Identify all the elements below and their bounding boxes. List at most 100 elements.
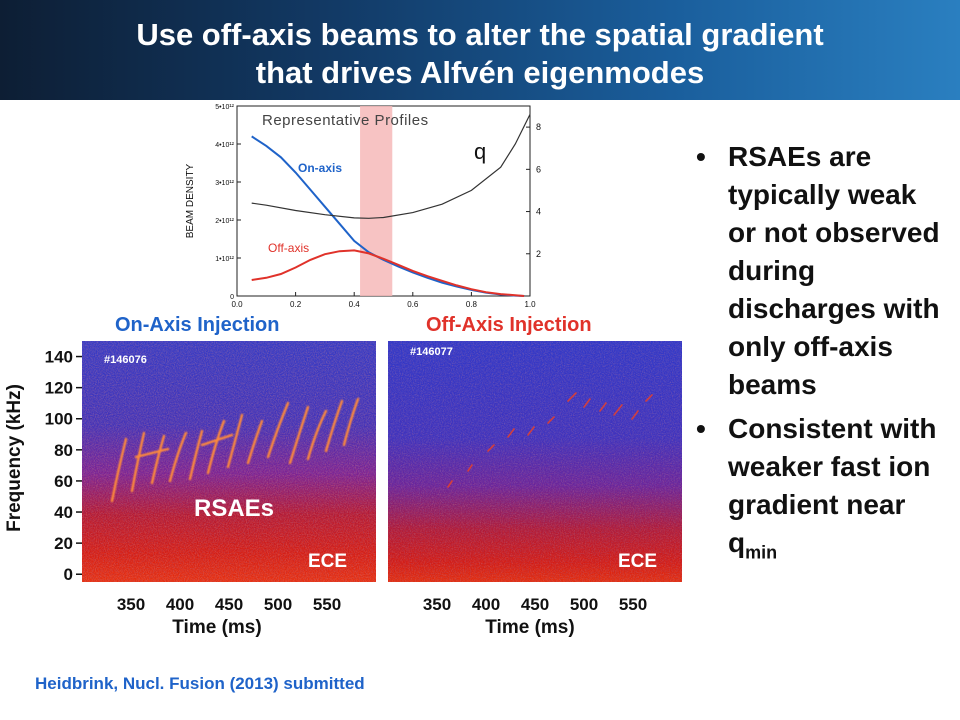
profile-x-tick-label: 0.4	[349, 300, 361, 309]
profile-chart: 0.0 0.2 0.4 0.6 0.8 1.0 0 1•10¹² 2•10¹² 3•10¹² 4•1…	[185, 104, 541, 309]
bullet-text-2: Consistent with weaker fast ion gradient…	[728, 413, 937, 558]
weak-mode-streak	[547, 416, 555, 424]
on-axis-shot-number: #146076	[104, 354, 147, 366]
on-axis-xlabel: Time (ms)	[172, 617, 261, 638]
weak-mode-streaks	[447, 392, 653, 488]
rsae-streak	[150, 434, 166, 485]
profile-x-tick-label: 0.0	[231, 300, 243, 309]
title-bar: Use off-axis beams to alter the spatial …	[0, 0, 960, 100]
rsae-streak	[226, 413, 244, 469]
off-axis-x-tick-label: 500	[570, 595, 598, 614]
weak-mode-streak	[447, 480, 453, 488]
rsae-streaks	[110, 397, 360, 503]
bullet-list: • RSAEs are typically weak or not observe…	[692, 138, 950, 578]
on-axis-y-tick-label: 40	[54, 503, 73, 522]
bullet-item-1: • RSAEs are typically weak or not observe…	[696, 141, 940, 400]
weak-mode-streak	[599, 402, 607, 412]
profile-y-tick-label: 1•10¹²	[215, 256, 234, 263]
bullet-text-1: RSAEs are typically weak or not observed…	[728, 141, 940, 400]
profile-x-tick-label: 0.8	[466, 300, 478, 309]
off-axis-injection-label: Off-Axis Injection	[426, 314, 592, 336]
profile-series-off-axis-line	[251, 249, 525, 297]
weak-mode-streak	[645, 394, 653, 402]
on-axis-x-tick-label: 500	[264, 595, 292, 614]
off-axis-x-tick-label: 450	[521, 595, 549, 614]
profile-y2-tick-label: 6	[536, 164, 541, 174]
rsae-streak	[168, 431, 188, 483]
weak-mode-streak	[527, 426, 535, 436]
rsae-streak	[130, 431, 146, 493]
q-label: q	[474, 139, 486, 164]
profile-y-tick-label: 2•10¹²	[215, 218, 234, 225]
on-axis-y-ticks: 0 20 40 60 80 100 120 140	[45, 348, 82, 584]
off-axis-xlabel: Time (ms)	[485, 617, 574, 638]
weak-mode-streak	[467, 464, 473, 472]
q-min-subscript: min	[745, 542, 778, 563]
rsae-streak	[266, 401, 290, 459]
rsae-streak	[206, 419, 226, 475]
rsae-streak	[134, 447, 170, 459]
rsae-streak	[110, 437, 128, 503]
profile-y-tick-label: 3•10¹²	[215, 180, 234, 187]
off-axis-x-tick-label: 400	[472, 595, 500, 614]
profile-x-tick-label: 1.0	[524, 300, 536, 309]
on-axis-y-tick-label: 100	[45, 410, 73, 429]
profile-ticks-group: 0.0 0.2 0.4 0.6 0.8 1.0 0 1•10¹² 2•10¹² 3•10¹² 4•1…	[215, 104, 541, 309]
on-axis-y-tick-label: 80	[54, 441, 73, 460]
rsae-streak	[288, 405, 310, 465]
on-axis-y-tick-label: 0	[64, 565, 73, 584]
rsae-streak	[200, 433, 234, 447]
bullet-item-2: • Consistent with weaker fast ion gradien…	[696, 413, 937, 563]
profile-y-tick-label: 0	[230, 294, 234, 301]
citation: Heidbrink, Nucl. Fusion (2013) submitted	[35, 674, 365, 693]
slide-title-line-2: that drives Alfvén eigenmodes	[255, 55, 705, 90]
off-axis-label: Off-axis	[268, 241, 309, 255]
on-axis-ece-annotation: ECE	[308, 551, 347, 572]
profile-y2-tick-label: 4	[536, 207, 541, 217]
on-axis-injection-label: On-Axis Injection	[115, 314, 280, 336]
profile-band-group	[360, 106, 393, 296]
on-axis-y-tick-label: 20	[54, 534, 73, 553]
profile-y2-tick-label: 8	[536, 122, 541, 132]
on-axis-y-tick-label: 60	[54, 472, 73, 491]
off-axis-spectrogram: #146077 ECE	[388, 341, 682, 582]
on-axis-label: On-axis	[298, 161, 342, 175]
on-axis-x-tick-label: 400	[166, 595, 194, 614]
rsae-streak	[342, 397, 360, 447]
off-axis-x-tick-label: 550	[619, 595, 647, 614]
profile-series-q-line	[251, 114, 531, 219]
weak-mode-streak	[487, 444, 495, 452]
profile-title: Representative Profiles	[262, 112, 429, 129]
off-axis-x-tick-label: 350	[423, 595, 451, 614]
on-axis-y-tick-label: 120	[45, 379, 73, 398]
rsae-streak	[246, 419, 264, 465]
weak-mode-streak	[583, 398, 591, 408]
rsae-streak	[188, 429, 204, 481]
off-axis-ece-annotation: ECE	[618, 551, 657, 572]
spectrogram-axes: 0 20 40 60 80 100 120 140 350 400 450 500 550 350 40…	[4, 348, 647, 638]
profile-y-tick-label: 4•10¹²	[215, 142, 234, 149]
profile-highlight-band	[360, 106, 393, 296]
profile-ylabel: BEAM DENSITY	[185, 163, 196, 238]
weak-mode-streak	[631, 410, 639, 420]
rsae-streak	[306, 409, 328, 461]
profile-y2-tick-label: 2	[536, 249, 541, 259]
rsae-streak	[324, 399, 344, 453]
weak-mode-streak	[613, 404, 623, 416]
profile-x-tick-label: 0.2	[290, 300, 302, 309]
off-axis-shot-number: #146077	[410, 346, 453, 358]
on-axis-x-ticks: 350 400 450 500 550	[117, 595, 341, 614]
profile-lines-group	[251, 114, 531, 297]
weak-mode-streak	[567, 392, 577, 402]
on-axis-x-tick-label: 550	[313, 595, 341, 614]
profile-x-tick-label: 0.6	[407, 300, 419, 309]
on-axis-ylabel: Frequency (kHz)	[4, 384, 25, 532]
on-axis-y-tick-label: 140	[45, 348, 73, 367]
weak-mode-streak	[507, 428, 515, 438]
rsaes-annotation: RSAEs	[194, 495, 274, 522]
on-axis-spectrogram: #146076 RSAEs ECE	[82, 341, 376, 582]
on-axis-x-tick-label: 350	[117, 595, 145, 614]
off-axis-x-ticks: 350 400 450 500 550	[423, 595, 647, 614]
on-axis-x-tick-label: 450	[215, 595, 243, 614]
slide-title-line-1: Use off-axis beams to alter the spatial …	[136, 17, 824, 52]
